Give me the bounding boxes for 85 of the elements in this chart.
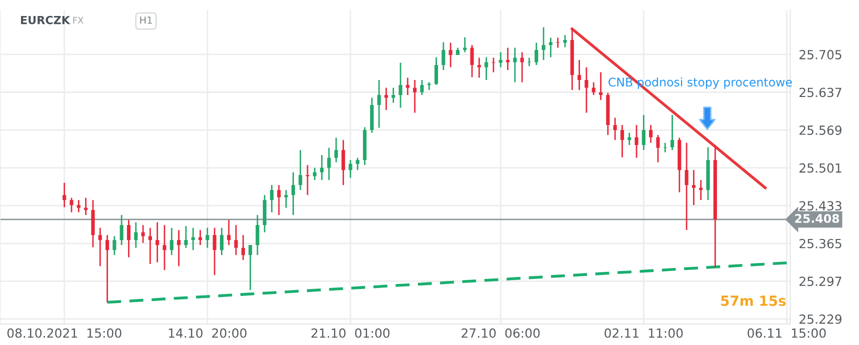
candlestick <box>584 66 588 114</box>
candlestick <box>434 56 438 86</box>
candlestick <box>334 137 338 163</box>
x-tick-label: 21.10 01:00 <box>311 328 390 338</box>
candlestick <box>470 44 474 78</box>
candlestick <box>548 37 552 58</box>
candlestick <box>392 87 396 104</box>
candlestick <box>534 42 538 66</box>
y-tick-label: 25.297 <box>800 276 842 286</box>
candlestick <box>148 227 152 265</box>
candlestick <box>234 224 238 256</box>
candlestick <box>556 37 560 48</box>
annotation: 57m 15s <box>721 296 786 306</box>
candlestick <box>563 34 567 48</box>
candlestick <box>656 134 660 163</box>
candlestick <box>484 56 488 81</box>
candlestick <box>270 184 274 213</box>
x-tick-label: 02.11 11:00 <box>604 328 683 338</box>
candlestick <box>120 214 124 246</box>
candlestick <box>126 219 131 258</box>
candlestick <box>212 227 216 276</box>
y-tick-label: 25.637 <box>800 88 842 98</box>
y-tick-label: 25.229 <box>800 314 842 324</box>
x-tick-label: 08.10.2021 15:00 <box>7 328 122 338</box>
candlestick <box>134 222 138 249</box>
candlestick <box>327 147 331 181</box>
candlestick <box>162 224 166 271</box>
candlestick <box>76 199 80 213</box>
candlestick <box>398 62 402 108</box>
candlestick <box>634 124 638 159</box>
candlestick <box>184 225 188 249</box>
candlestick <box>420 79 424 96</box>
candlestick <box>241 234 245 261</box>
candlestick <box>112 235 116 256</box>
x-tick-label: 14.10 20:00 <box>168 328 246 338</box>
candlestick <box>62 182 66 208</box>
candlestick <box>220 227 224 256</box>
candlestick <box>684 142 688 231</box>
candlestick <box>384 87 388 111</box>
candlestick <box>448 42 452 68</box>
candlestick <box>578 59 582 91</box>
candlestick <box>356 157 360 171</box>
y-tick-label: 25.433 <box>800 201 842 211</box>
y-tick-label: 25.705 <box>800 50 842 60</box>
candlestick <box>498 52 502 68</box>
candlestick <box>613 117 617 141</box>
candlestick <box>377 79 381 128</box>
candlestick <box>298 149 302 191</box>
candlestick <box>105 234 110 303</box>
candlestick <box>598 72 603 101</box>
candlestick <box>291 172 296 216</box>
y-tick-label: 25.569 <box>800 126 842 135</box>
candlestick <box>406 77 410 96</box>
candlestick <box>670 114 674 151</box>
candlestick <box>649 124 653 144</box>
candlestick <box>98 227 102 267</box>
candlestick <box>306 164 310 196</box>
candlestick <box>620 124 624 158</box>
candlestick <box>206 227 210 249</box>
annotation: H1 <box>140 16 152 24</box>
candlestick <box>248 244 252 291</box>
candlestick <box>177 229 181 267</box>
candlestick <box>442 42 446 71</box>
candlestick <box>542 26 546 61</box>
y-tick-label: 25.365 <box>800 238 842 248</box>
candlestick <box>156 222 160 263</box>
x-tick-label: 06.11 15:00 <box>748 328 826 338</box>
x-tick-label: 27.10 06:00 <box>462 328 540 338</box>
candlestick <box>256 214 260 256</box>
ref-line-label: 25.408 <box>795 214 840 223</box>
candlestick <box>227 219 231 246</box>
y-tick-label: 25.501 <box>800 163 842 173</box>
candlestick <box>141 224 145 244</box>
candlestick <box>320 154 324 181</box>
candlestick <box>692 169 696 206</box>
candlestick <box>170 227 174 256</box>
chart-title: EURCZK <box>21 16 70 24</box>
candlestick <box>284 189 288 209</box>
annotation: FX <box>73 16 84 24</box>
candlestick <box>277 184 281 216</box>
candlestick <box>342 139 346 186</box>
candlestick <box>492 57 496 73</box>
candlestick <box>642 114 646 151</box>
candlestick <box>348 159 352 179</box>
candlestick <box>70 197 74 213</box>
